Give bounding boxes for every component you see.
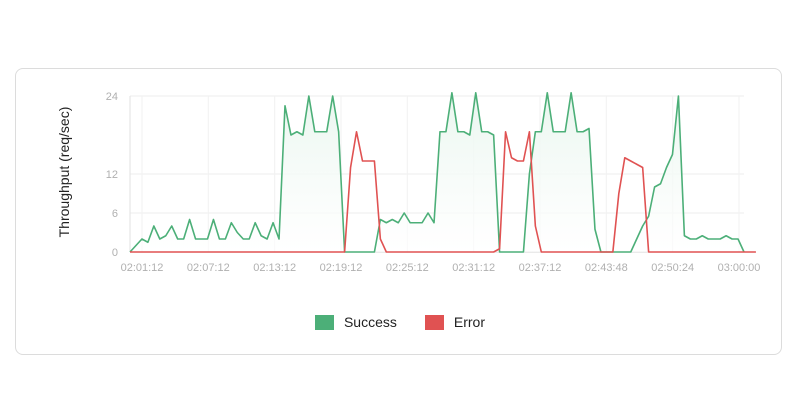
x-tick-label: 02:25:12 [386, 262, 429, 274]
y-tick-labels: 0 6 12 24 [106, 91, 118, 259]
x-tick-label: 02:43:48 [585, 262, 628, 274]
x-tick-label: 02:50:24 [651, 262, 694, 274]
lines [129, 91, 756, 253]
y-tick-label: 24 [106, 91, 118, 103]
x-tick-label: 02:07:12 [187, 262, 230, 274]
legend-item-success[interactable]: Success [314, 314, 397, 330]
x-tick-label: 02:01:12 [121, 262, 164, 274]
x-tick-labels: 02:01:12 02:07:12 02:13:12 02:19:12 02:25:12… [121, 262, 761, 274]
x-tick-label: 02:13:12 [253, 262, 296, 274]
y-tick-label: 12 [106, 169, 118, 181]
x-tick-label: 03:00:00 [718, 262, 761, 274]
legend-item-error[interactable]: Error [424, 314, 486, 330]
legend-label-error: Error [453, 314, 486, 330]
areas [130, 92, 744, 252]
y-axis-label: Throughput (req/sec) [56, 106, 72, 238]
y-tick-label: 6 [112, 208, 118, 220]
y-tick-label: 0 [112, 247, 118, 259]
series-line-error [130, 130, 756, 253]
legend: Success Error [0, 314, 800, 330]
series-area-success [130, 92, 744, 252]
series-line-success [129, 91, 745, 253]
x-tick-label: 02:19:12 [320, 262, 363, 274]
x-tick-label: 02:37:12 [519, 262, 562, 274]
legend-swatch-error [424, 314, 444, 330]
legend-label-success: Success [343, 314, 397, 330]
x-tick-label: 02:31:12 [452, 262, 495, 274]
legend-swatch-success [314, 314, 334, 330]
